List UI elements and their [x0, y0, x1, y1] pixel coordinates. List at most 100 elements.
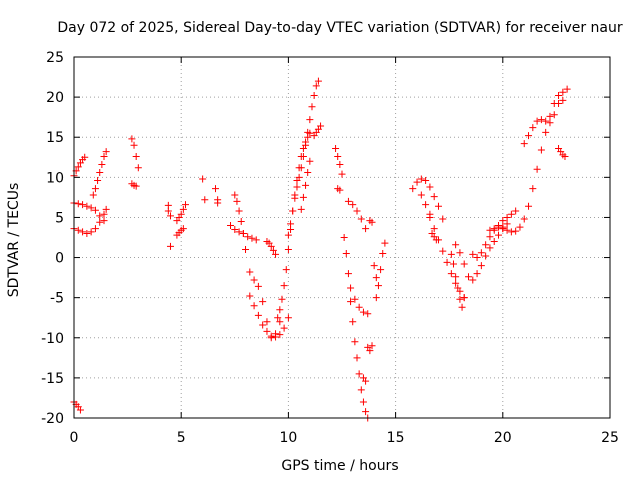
data-point: [272, 250, 280, 258]
data-point: [413, 178, 421, 186]
data-point: [520, 215, 528, 223]
data-point: [537, 146, 545, 154]
data-point: [430, 225, 438, 233]
data-point: [295, 173, 303, 181]
data-point: [495, 223, 503, 231]
data-point: [456, 295, 464, 303]
data-point: [379, 250, 387, 258]
series-arc-35: [499, 85, 571, 236]
data-point: [456, 249, 464, 257]
series-arc-30: [417, 191, 468, 302]
data-point: [482, 241, 490, 249]
series-arc-11: [199, 175, 222, 207]
y-tick-label: 5: [55, 210, 64, 226]
data-point: [96, 212, 104, 220]
data-point: [94, 177, 102, 185]
data-point: [254, 311, 262, 319]
data-point: [246, 268, 254, 276]
series-arc-4: [70, 205, 110, 237]
data-point: [89, 191, 97, 199]
series-arc-9: [173, 201, 189, 225]
data-point: [267, 242, 275, 250]
data-point: [102, 148, 110, 156]
data-point: [362, 408, 370, 416]
series-arc-27: [372, 239, 389, 302]
data-point: [239, 229, 247, 237]
data-point: [499, 225, 507, 233]
series-arc-21: [334, 185, 344, 194]
data-point: [447, 270, 455, 278]
series-arc-7: [128, 180, 140, 190]
data-point: [381, 239, 389, 247]
data-point: [276, 318, 284, 326]
data-point: [269, 246, 277, 254]
data-point: [372, 294, 380, 302]
data-point: [246, 292, 254, 300]
data-point: [490, 225, 498, 233]
data-point: [355, 303, 363, 311]
data-point: [507, 228, 515, 236]
data-point: [79, 228, 87, 236]
data-point: [259, 321, 267, 329]
chart-title: Day 072 of 2025, Sidereal Day-to-day VTE…: [57, 20, 623, 36]
y-tick-label: 15: [46, 130, 64, 146]
series-arc-33: [452, 220, 511, 284]
series-arc-17: [284, 77, 322, 239]
data-point: [344, 197, 352, 205]
data-point: [546, 119, 554, 127]
data-point: [355, 370, 363, 378]
x-tick-label: 20: [494, 430, 512, 446]
data-point: [336, 160, 344, 168]
data-point: [364, 310, 372, 318]
data-point: [100, 217, 108, 225]
data-point: [272, 333, 280, 341]
data-point: [473, 270, 481, 278]
data-point: [351, 338, 359, 346]
data-point: [282, 266, 290, 274]
data-point: [454, 284, 462, 292]
data-point: [179, 205, 187, 213]
data-point: [542, 117, 550, 125]
data-points: [70, 77, 571, 422]
y-tick-label: -5: [50, 291, 64, 307]
data-point: [179, 225, 187, 233]
data-point: [254, 282, 262, 290]
series-arc-24: [347, 284, 372, 318]
data-point: [263, 327, 271, 335]
data-point: [100, 152, 108, 160]
data-point: [486, 233, 494, 241]
series-arc-37: [555, 144, 569, 160]
data-point: [91, 206, 99, 214]
data-point: [452, 273, 460, 281]
series-arc-23: [344, 197, 370, 233]
data-point: [561, 152, 569, 160]
data-point: [312, 82, 320, 90]
data-point: [336, 186, 344, 194]
data-point: [486, 244, 494, 252]
y-tick-label: 0: [55, 251, 64, 267]
data-point: [347, 298, 355, 306]
data-point: [372, 274, 380, 282]
data-point: [293, 183, 301, 191]
data-point: [130, 141, 138, 149]
data-point: [374, 282, 382, 290]
data-point: [314, 77, 322, 85]
data-point: [302, 181, 310, 189]
data-point: [214, 199, 222, 207]
data-point: [499, 217, 507, 225]
data-point: [248, 234, 256, 242]
data-point: [529, 124, 537, 132]
data-point: [368, 342, 376, 350]
data-point: [520, 140, 528, 148]
data-point: [443, 258, 451, 266]
series-arc-25: [366, 217, 380, 282]
data-point: [291, 194, 299, 202]
data-point: [349, 201, 357, 209]
data-point: [559, 96, 567, 104]
data-point: [469, 250, 477, 258]
y-tick-label: 20: [46, 90, 64, 106]
x-axis-label: GPS time / hours: [281, 458, 398, 474]
data-point: [132, 182, 140, 190]
data-point: [166, 242, 174, 250]
data-point: [555, 92, 563, 100]
